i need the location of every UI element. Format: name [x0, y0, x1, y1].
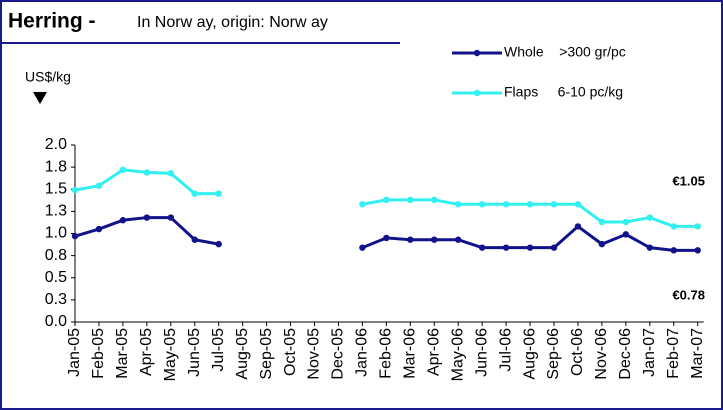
data-point: [359, 201, 366, 208]
annotation: €0.78: [672, 287, 705, 302]
data-point: [431, 236, 438, 243]
data-point: [383, 196, 390, 204]
y-tick-label: 0.8: [45, 247, 67, 264]
data-point: [191, 236, 198, 243]
x-tick-label: Dec-06: [617, 328, 634, 380]
data-point: [526, 244, 534, 251]
data-point: [359, 244, 366, 251]
data-point: [694, 223, 701, 230]
data-point: [622, 218, 630, 226]
data-point: [95, 225, 103, 233]
data-point: [167, 170, 174, 177]
x-tick-label: Nov-05: [306, 328, 323, 380]
x-tick-label: Nov-06: [593, 328, 610, 380]
data-point: [455, 201, 462, 208]
data-point: [646, 214, 653, 221]
data-point: [383, 234, 390, 242]
x-tick-label: Aug-06: [521, 328, 538, 380]
data-point: [119, 166, 127, 173]
data-point: [143, 214, 151, 221]
legend-marker: [473, 49, 481, 57]
x-tick-label: Jun-05: [186, 328, 203, 377]
data-point: [431, 196, 438, 204]
y-tick-label: 0.5: [45, 269, 67, 286]
data-point: [502, 201, 510, 208]
chart-subtitle: In Norw ay, origin: Norw ay: [137, 14, 328, 31]
data-point: [407, 236, 414, 243]
data-point: [455, 236, 462, 243]
x-tick-label: Oct-05: [282, 328, 299, 376]
y-tick-label: 1.3: [45, 203, 67, 220]
data-point: [95, 182, 103, 189]
data-point: [694, 247, 701, 254]
x-tick-label: Apr-06: [425, 328, 442, 376]
x-tick-label: Feb-06: [378, 328, 395, 379]
legend-label: Whole >300 gr/pc: [504, 44, 626, 60]
x-tick-label: Jul-05: [210, 328, 227, 372]
data-point: [550, 244, 558, 251]
x-tick-label: Feb-07: [665, 328, 682, 379]
data-point: [670, 223, 677, 230]
data-point: [670, 247, 677, 254]
data-point: [574, 201, 582, 208]
data-point: [598, 240, 606, 248]
data-point: [215, 190, 222, 197]
data-point: [526, 201, 534, 208]
x-tick-label: Feb-05: [90, 328, 107, 379]
data-point: [478, 201, 486, 208]
data-point: [646, 244, 653, 251]
x-tick-label: Aug-05: [234, 328, 251, 380]
y-axis-label: US$/kg: [25, 69, 71, 85]
data-point: [191, 190, 198, 197]
data-point: [550, 201, 558, 208]
x-tick-label: Mar-05: [114, 328, 131, 379]
data-point: [574, 223, 582, 230]
data-point: [71, 186, 79, 194]
x-tick-label: Jun-06: [473, 328, 490, 377]
x-tick-label: Mar-06: [402, 328, 419, 379]
x-tick-label: Jan-07: [641, 328, 658, 377]
x-tick-label: Dec-05: [330, 328, 347, 380]
x-tick-label: Sep-05: [258, 328, 275, 380]
data-point: [167, 214, 174, 221]
x-tick-label: Apr-05: [138, 328, 155, 376]
x-tick-label: May-05: [162, 328, 179, 381]
data-point: [71, 232, 79, 240]
data-point: [502, 244, 510, 251]
y-tick-label: 0.3: [45, 291, 67, 308]
data-point: [215, 240, 222, 248]
y-tick-label: 2.0: [45, 136, 67, 153]
x-tick-label: Sep-06: [545, 328, 562, 380]
annotation: €1.05: [672, 173, 705, 188]
legend-label: Flaps 6-10 pc/kg: [504, 84, 623, 100]
x-tick-label: Jan-05: [66, 328, 83, 377]
axis-arrow: [33, 92, 47, 104]
y-tick-label: 1.0: [45, 225, 67, 242]
chart-title: Herring -: [8, 10, 96, 33]
x-tick-label: Mar-07: [689, 328, 706, 379]
data-point: [119, 217, 127, 224]
data-point: [478, 244, 486, 251]
data-point: [407, 196, 414, 204]
x-tick-label: Jan-06: [354, 328, 371, 377]
y-tick-label: 1.8: [45, 158, 67, 175]
x-tick-label: May-06: [449, 328, 466, 381]
x-tick-label: Oct-06: [569, 328, 586, 376]
x-tick-label: Jul-06: [497, 328, 514, 372]
data-point: [622, 231, 630, 238]
y-tick-label: 0.0: [45, 313, 67, 330]
legend-marker: [473, 89, 481, 97]
y-tick-label: 1.5: [45, 180, 67, 197]
data-point: [598, 218, 606, 226]
data-point: [143, 169, 151, 176]
